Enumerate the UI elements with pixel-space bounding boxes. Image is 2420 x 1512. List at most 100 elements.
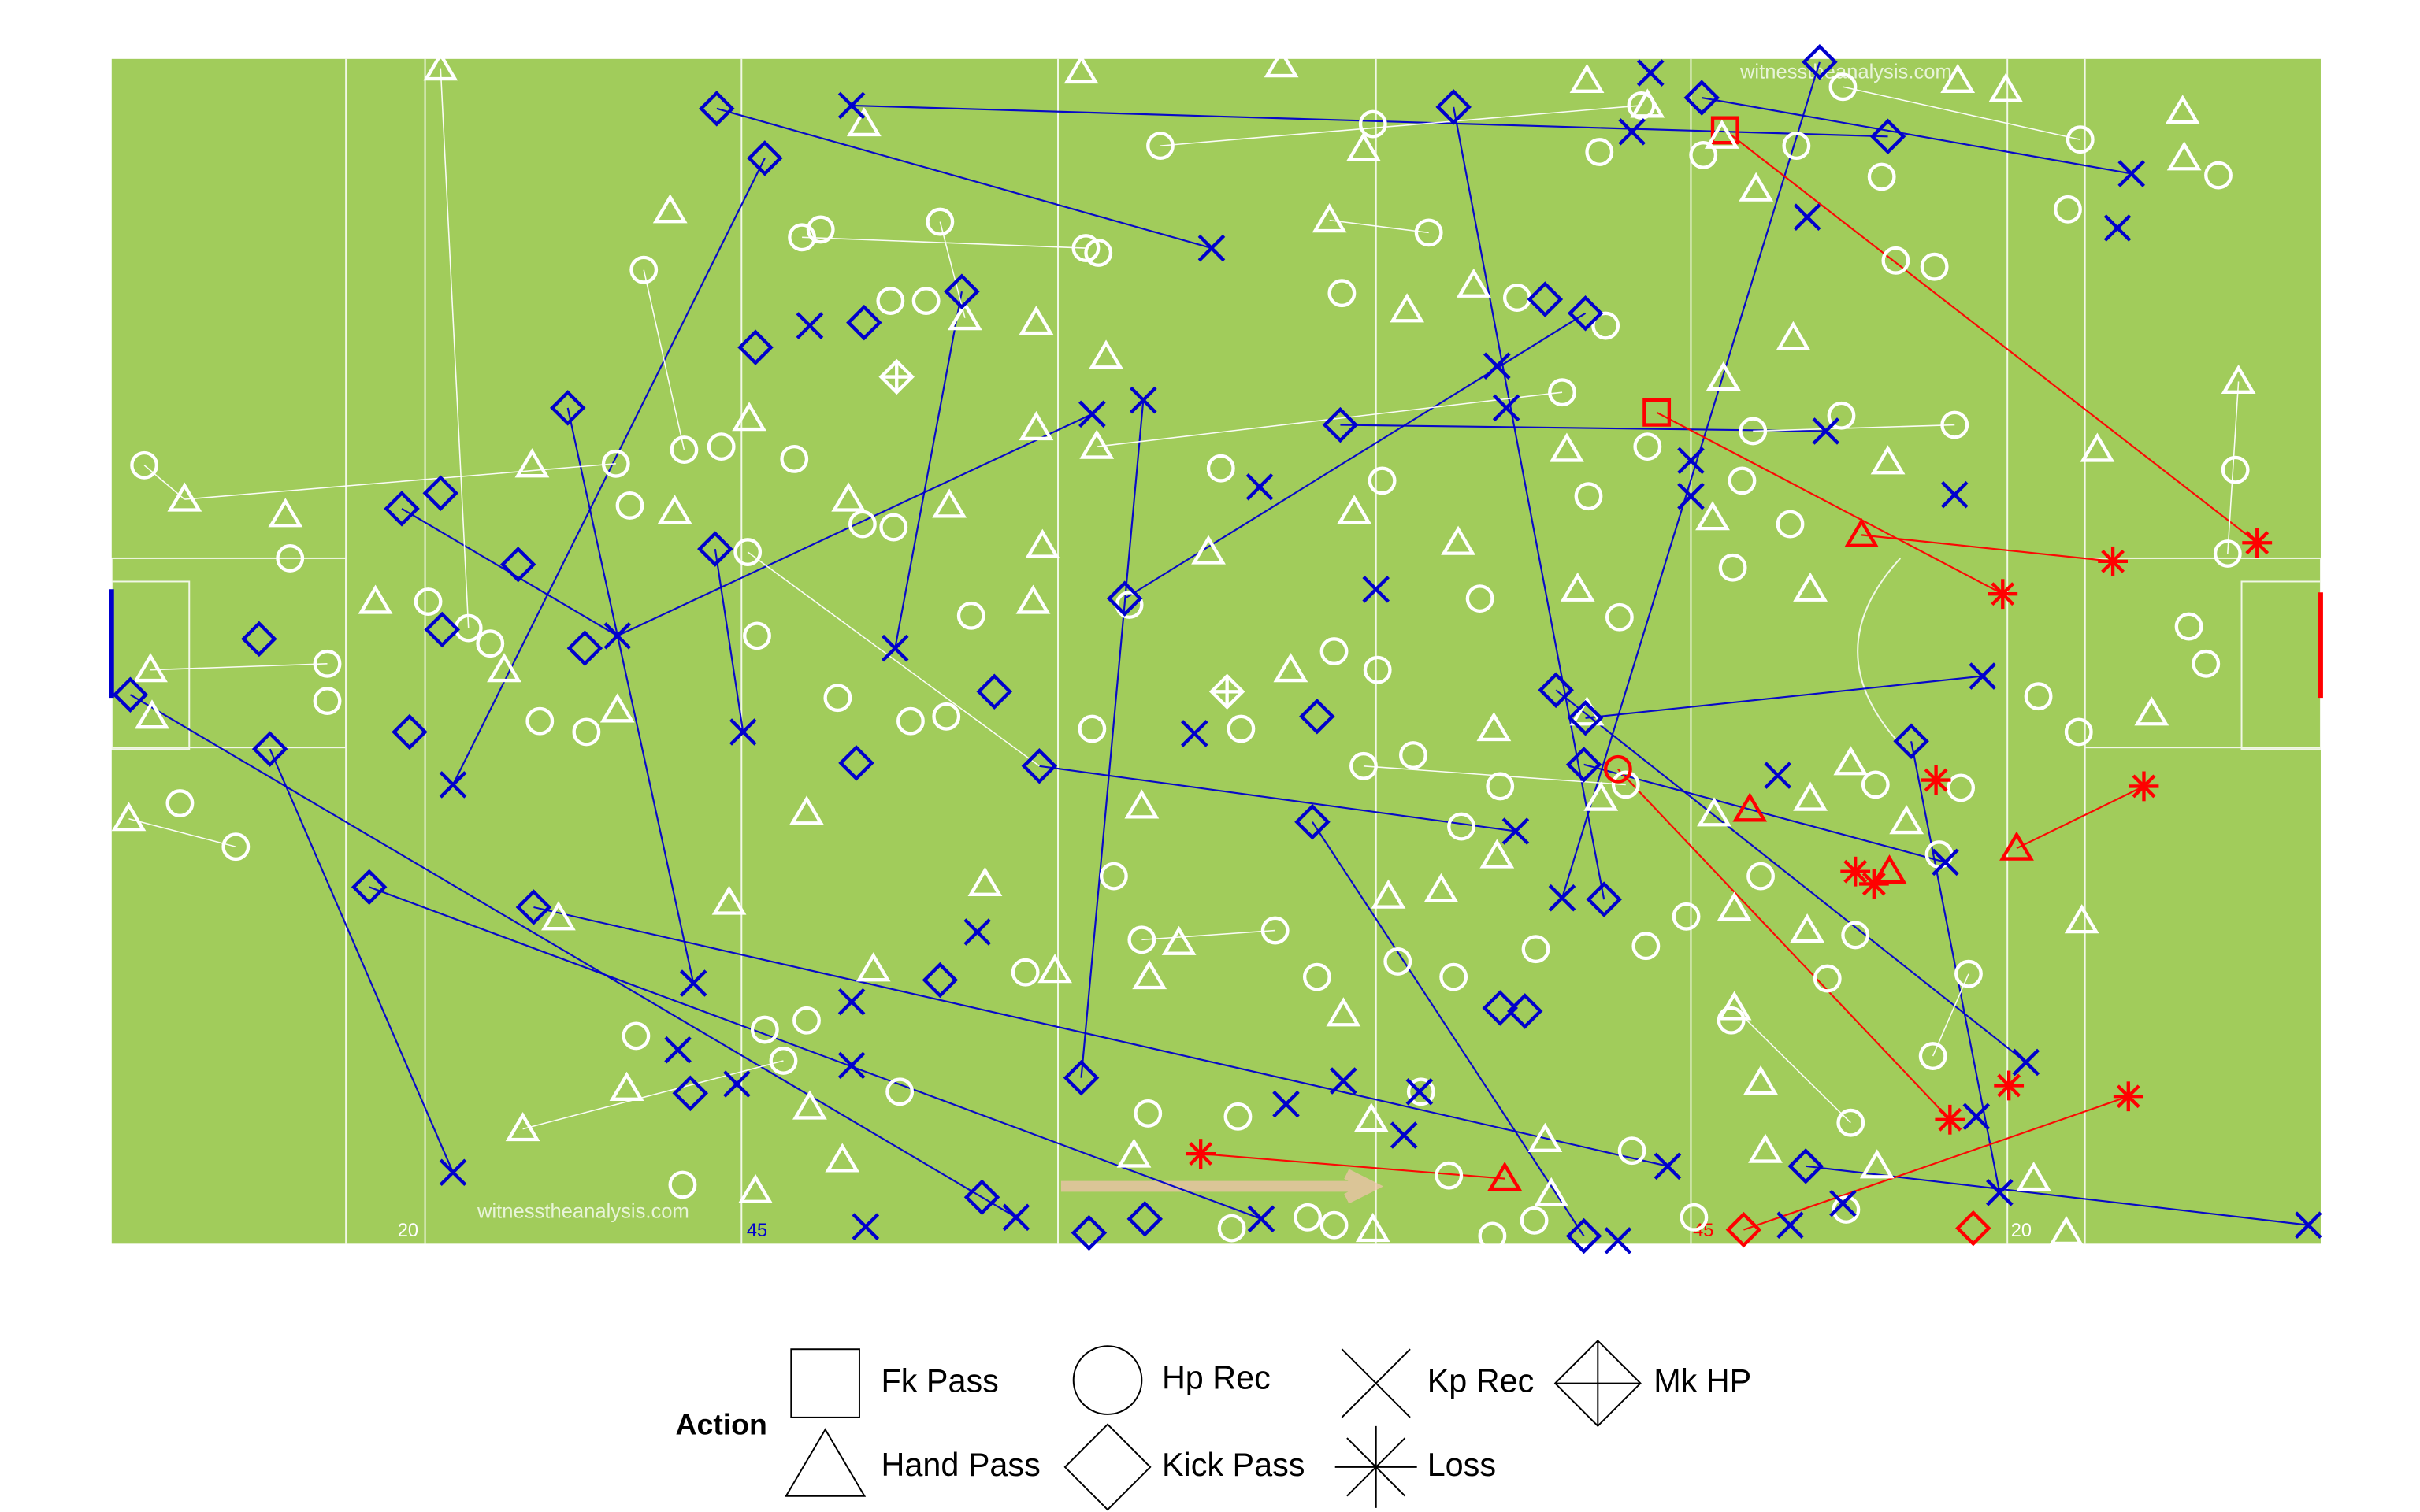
marker-stroke <box>439 1158 467 1187</box>
marker-stroke <box>1405 1078 1434 1106</box>
marker-circle <box>1718 553 1747 582</box>
data-point <box>1538 672 1574 709</box>
marker-stroke <box>1812 417 1840 445</box>
data-point <box>1604 1227 1632 1254</box>
marker-circle <box>221 832 251 862</box>
marker-triangle <box>1793 781 1828 811</box>
marker-diamond <box>1506 993 1543 1029</box>
data-point <box>1078 714 1107 743</box>
pass-line <box>714 548 744 732</box>
marker-circle <box>668 1170 697 1199</box>
marker-triangle <box>133 653 168 683</box>
data-point <box>1940 480 1969 509</box>
marker-stroke <box>2103 214 2132 242</box>
data-point <box>697 531 733 567</box>
data-point <box>1127 925 1156 954</box>
marker-triangle <box>789 795 824 825</box>
data-point <box>670 435 699 464</box>
data-point <box>1947 773 1976 802</box>
data-point <box>1718 553 1747 582</box>
data-point <box>1478 1221 1507 1251</box>
marker-diamond <box>1063 1423 1152 1511</box>
marker-diamond <box>1802 44 1838 80</box>
marker-triangle <box>599 693 635 723</box>
data-point <box>737 329 774 365</box>
pass-line <box>1861 534 2114 562</box>
legend-label: Kick Pass <box>1162 1447 1305 1483</box>
data-point <box>603 622 632 650</box>
data-point <box>967 866 1003 897</box>
marker-diamond <box>1869 118 1906 155</box>
data-point <box>629 255 659 284</box>
data-point <box>1706 361 1741 391</box>
marker-triangle <box>1441 525 1475 555</box>
legend-symbol <box>1072 1345 1143 1415</box>
marker-stroke <box>1997 1073 2021 1098</box>
data-point <box>133 653 168 683</box>
marker-circle <box>1127 925 1156 954</box>
data-point <box>878 358 915 395</box>
marker-triangle <box>1560 572 1595 602</box>
data-point <box>1197 234 1226 262</box>
data-point <box>1479 839 1515 869</box>
pass-line <box>1039 765 1516 832</box>
marker-diamond <box>1106 580 1143 617</box>
data-point <box>1920 252 1949 281</box>
marker-diamond <box>697 531 733 567</box>
data-point <box>780 444 809 473</box>
pass-line <box>1141 929 1275 941</box>
marker-diamond <box>737 329 774 365</box>
data-point <box>823 684 852 713</box>
marker-triangle <box>1089 339 1123 369</box>
data-point <box>111 802 147 832</box>
data-point <box>313 649 342 678</box>
data-point <box>1390 293 1425 323</box>
marker-triangle <box>135 699 169 729</box>
marker-circle <box>769 1047 798 1075</box>
data-point <box>2204 161 2233 190</box>
data-point <box>1677 482 1705 510</box>
marker-triangle <box>1739 172 1774 202</box>
marker-diamond <box>1565 1217 1602 1254</box>
pass-line <box>1312 821 1585 1237</box>
data-point <box>1717 991 1752 1021</box>
marker-stroke <box>664 1036 692 1064</box>
data-point <box>1962 1102 1991 1131</box>
marker-circle <box>615 491 644 520</box>
marker-triangle <box>1346 132 1381 161</box>
data-point <box>1695 501 1730 531</box>
data-point <box>1889 805 1924 835</box>
pitch <box>111 58 2321 1244</box>
data-point <box>1447 812 1475 841</box>
data-point <box>1999 831 2034 861</box>
marker-stroke <box>723 1070 751 1098</box>
data-point <box>1116 1138 1152 1168</box>
marker-circle <box>1689 141 1718 169</box>
data-point <box>1358 109 1387 139</box>
marker-stroke <box>1776 1211 1804 1239</box>
marker-triangle <box>1988 72 2024 102</box>
data-point <box>601 449 630 478</box>
data-point <box>1813 964 1842 993</box>
data-point <box>1654 1152 1682 1180</box>
marker-triangle <box>2166 141 2202 171</box>
marker-triangle <box>1706 361 1741 391</box>
marker-triangle <box>358 584 393 614</box>
data-point <box>1037 954 1072 984</box>
marker-circle <box>707 432 736 461</box>
marker-diamond <box>1294 803 1331 840</box>
marker-triangle <box>1704 119 1739 149</box>
data-point <box>1327 279 1357 308</box>
pass-line <box>747 551 1040 767</box>
data-point <box>1456 268 1491 298</box>
legend-symbol <box>1553 1340 1642 1428</box>
data-point <box>963 1179 1000 1216</box>
data-point <box>1099 862 1128 891</box>
data-point <box>944 273 980 309</box>
marker-circle <box>1414 218 1443 247</box>
marker-stroke <box>1362 576 1390 603</box>
data-point <box>1019 306 1054 335</box>
data-point <box>2103 214 2132 242</box>
data-point <box>1940 410 1969 439</box>
data-point <box>1071 234 1101 262</box>
